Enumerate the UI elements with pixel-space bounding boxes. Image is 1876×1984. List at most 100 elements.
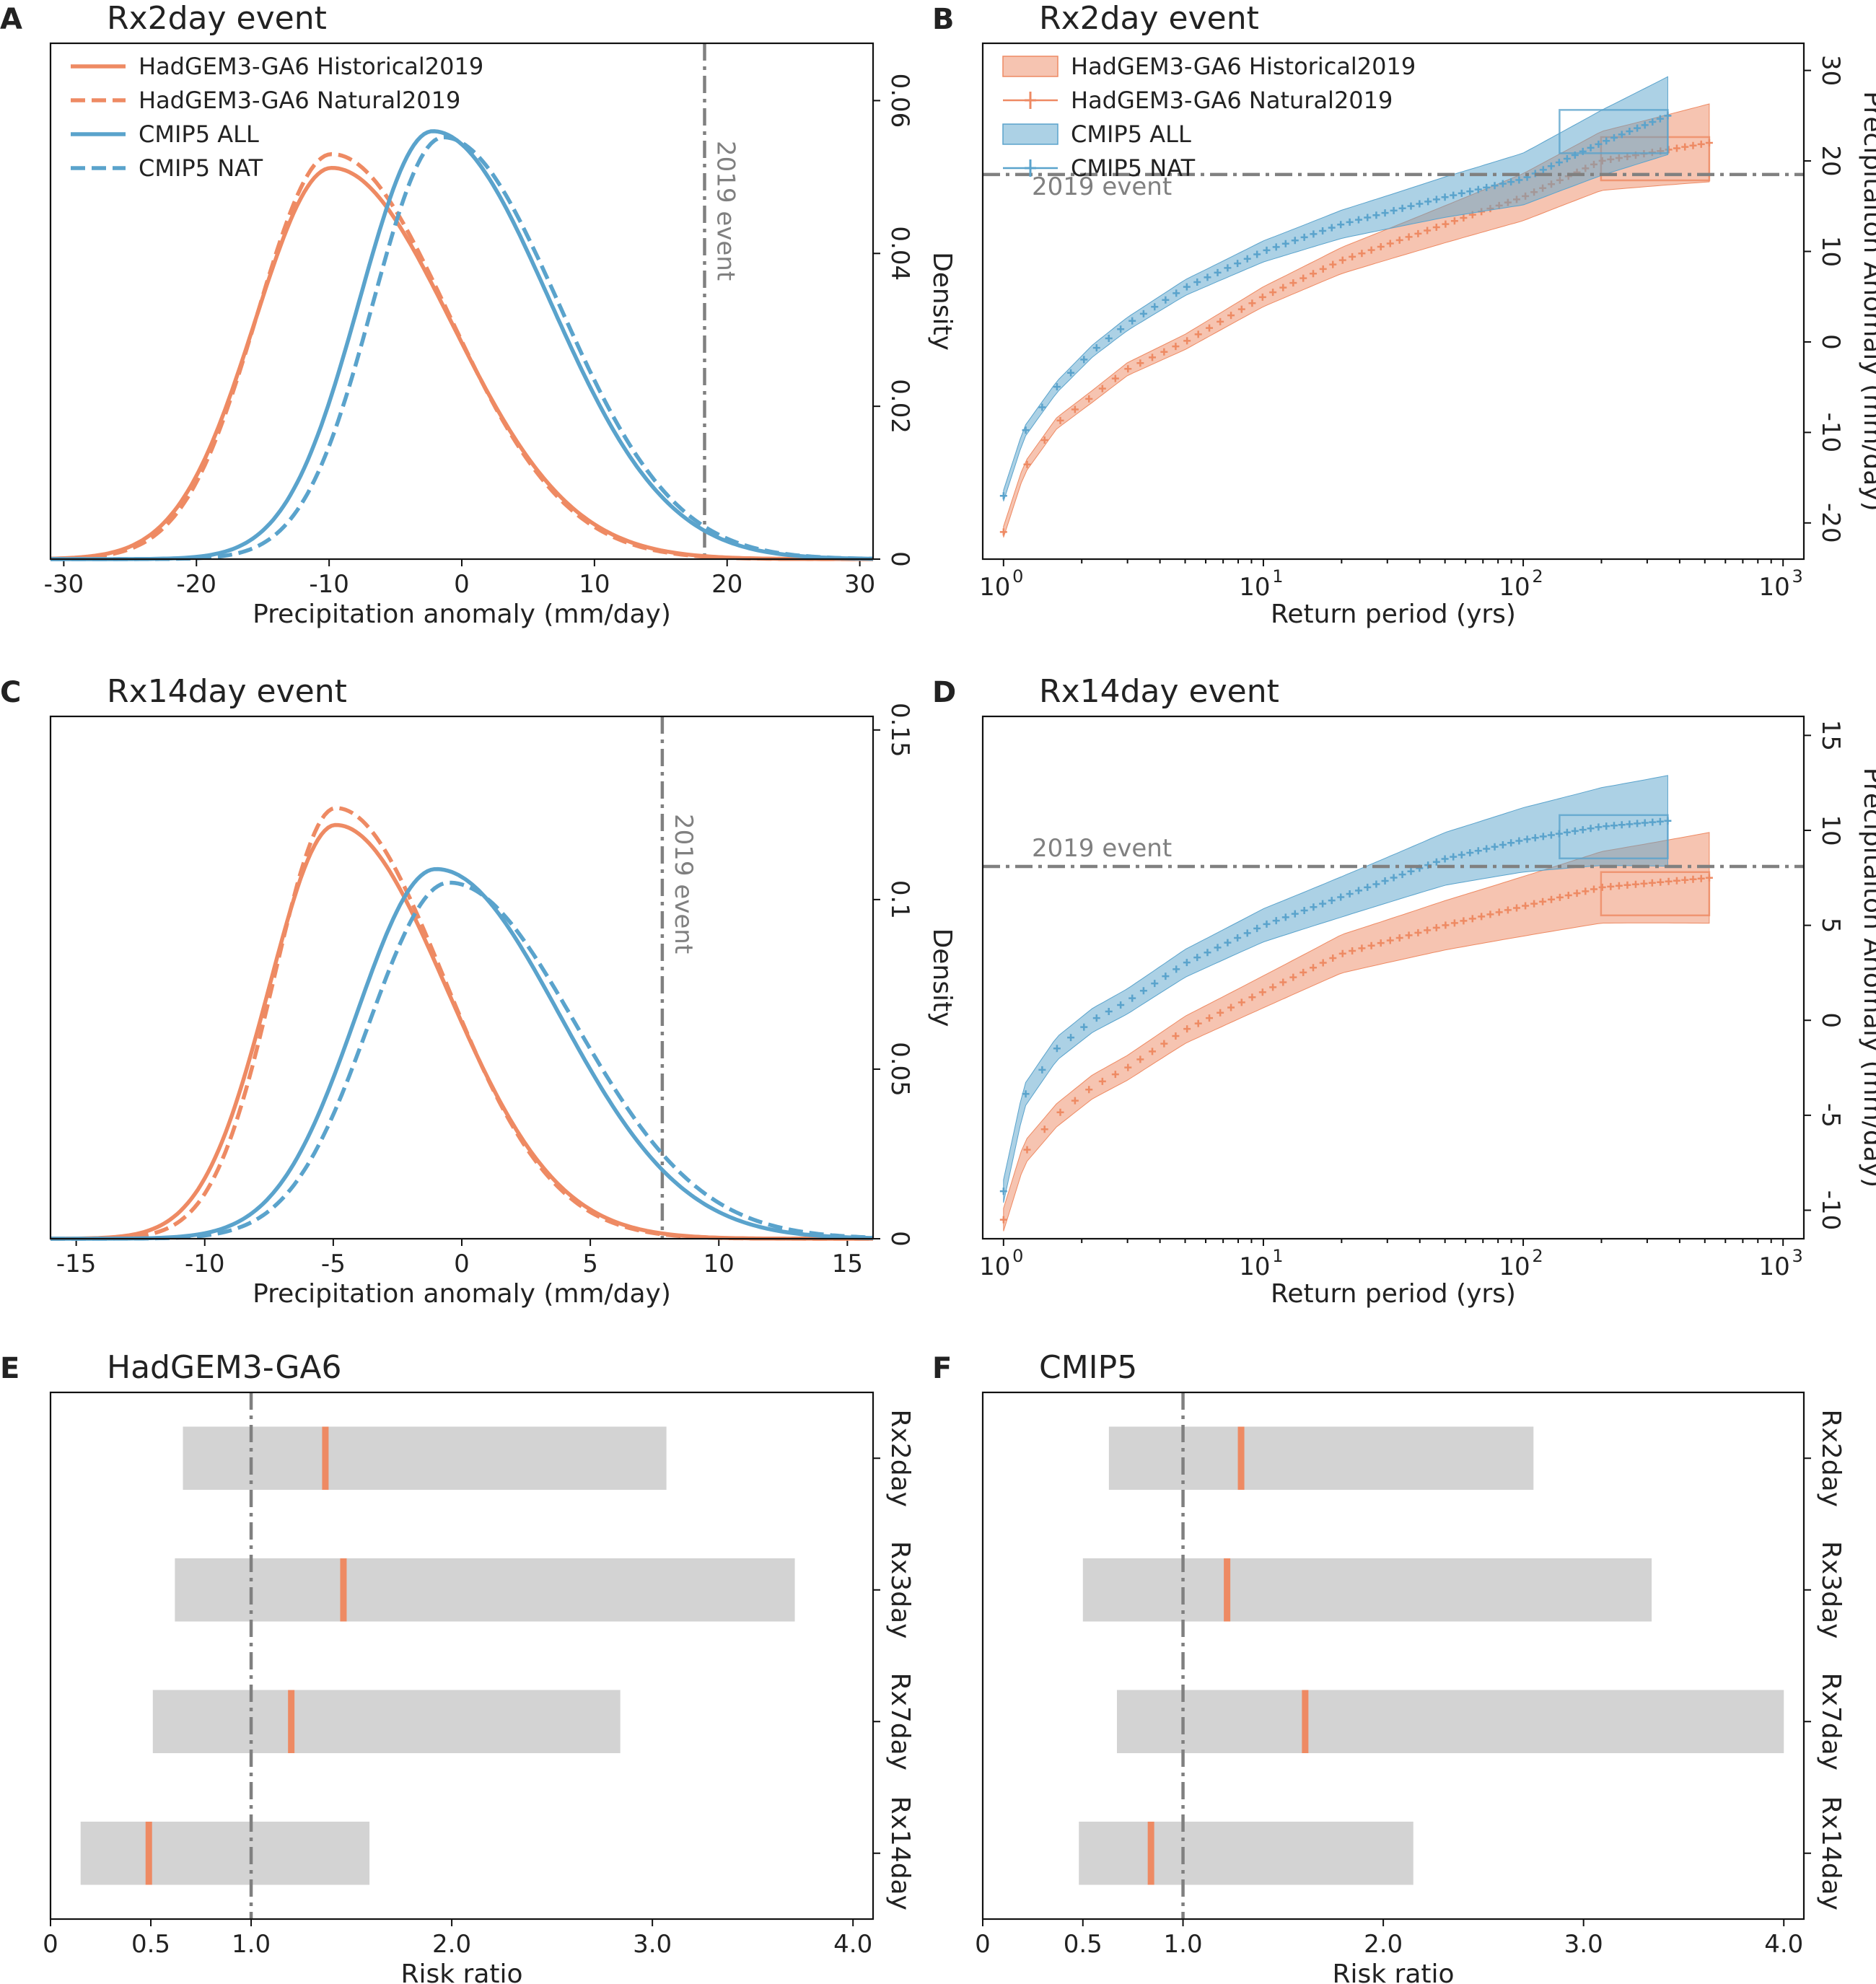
panel-f: F CMIP5 0 0.5 1.0 2.0 3.0 4.0 Risk ratio Rx2day Rx…: [932, 1349, 1846, 1984]
event-label: 2019 event: [1032, 172, 1172, 201]
legend-label: HadGEM3-GA6 Natural2019: [1071, 87, 1393, 114]
scatter-marker: [1513, 904, 1520, 912]
scatter-marker: [1395, 236, 1403, 244]
panel-label: C: [0, 676, 21, 709]
scatter-marker: [1424, 227, 1432, 234]
scatter-marker: [1398, 871, 1406, 879]
scatter-marker: [1136, 359, 1144, 367]
uncertainty-band-1: [1003, 76, 1668, 501]
y-tick-label: -10: [1816, 413, 1845, 453]
scatter-marker: [1329, 260, 1337, 268]
scatter-marker: [1564, 892, 1572, 900]
scatter-marker: [1117, 325, 1125, 333]
scatter-marker: [1386, 936, 1394, 944]
scatter-marker: [999, 1188, 1007, 1195]
scatter-marker: [1337, 221, 1345, 229]
scatter-marker: [999, 492, 1007, 500]
extreme-box: [1559, 814, 1669, 860]
scatter-marker: [1450, 217, 1458, 225]
y-tick-label: 10: [1816, 236, 1845, 267]
scatter-marker: [1587, 144, 1595, 152]
scatter-marker: [1038, 1066, 1046, 1074]
scatter-marker: [1414, 929, 1422, 936]
scatter-marker: [1111, 374, 1119, 382]
scatter-marker: [1337, 893, 1345, 901]
scatter-marker: [1442, 220, 1450, 228]
scatter-marker: [1040, 436, 1048, 444]
scatter-marker: [1491, 182, 1499, 190]
panel-title: Rx14day event: [1039, 673, 1279, 710]
x-axis-label: Return period (yrs): [1271, 600, 1516, 629]
x-tick-exponent: 3: [1792, 1246, 1803, 1266]
scatter-marker: [1346, 890, 1354, 897]
scatter-marker: [1372, 211, 1380, 219]
scatter-marker: [1124, 365, 1132, 373]
risk-range-bar-3: [1079, 1821, 1413, 1885]
density-curve-1: [50, 152, 873, 561]
scatter-marker: [1539, 166, 1547, 174]
scatter-marker: [1515, 176, 1523, 184]
scatter-marker: [1227, 1004, 1235, 1011]
scatter-marker: [1172, 1032, 1180, 1040]
x-tick-label: 2.0: [1364, 1930, 1403, 1959]
scatter-marker: [1183, 337, 1191, 345]
scatter-marker: [1390, 206, 1398, 214]
scatter-marker: [1623, 881, 1631, 889]
scatter-marker: [1299, 968, 1307, 976]
scatter-marker: [1092, 1014, 1100, 1022]
y-tick-label: -5: [1816, 1103, 1845, 1128]
scatter-marker: [1450, 853, 1458, 861]
scatter-marker: [1023, 1146, 1031, 1154]
scatter-marker: [1183, 283, 1191, 291]
scatter-marker: [1631, 880, 1639, 888]
scatter-marker: [1499, 840, 1507, 848]
scatter-marker: [1328, 224, 1336, 232]
scatter-marker: [1587, 825, 1595, 833]
x-axis-label: Precipitation anomaly (mm/day): [253, 1279, 671, 1309]
scatter-marker: [1067, 1034, 1075, 1042]
scatter-marker: [1056, 416, 1064, 424]
y-tick-label: 5: [1816, 918, 1845, 934]
scatter-marker: [1310, 903, 1318, 911]
category-label: Rx2day: [885, 1410, 915, 1507]
uncertainty-band-0: [1003, 832, 1710, 1232]
x-tick-label: -30: [44, 570, 84, 599]
scatter-marker: [1183, 959, 1191, 967]
scatter-marker: [1474, 185, 1482, 193]
scatter-marker: [1291, 910, 1299, 918]
panel-title: Rx2day event: [1039, 0, 1259, 37]
scatter-marker: [1281, 240, 1289, 247]
scatter-marker: [1023, 460, 1031, 468]
scatter-marker: [1424, 198, 1432, 206]
x-tick-label: 15: [832, 1250, 863, 1278]
plot-frame: [981, 715, 1805, 1240]
scatter-marker: [1474, 847, 1482, 855]
x-tick-label: -20: [176, 570, 216, 599]
scatter-marker: [1681, 143, 1689, 151]
scatter-marker: [1299, 274, 1307, 282]
scatter-marker: [1432, 923, 1440, 931]
scatter-marker: [1495, 908, 1503, 916]
scatter-marker: [1139, 987, 1147, 995]
x-tick-label: 10: [1239, 1252, 1270, 1281]
legend-swatch: [1002, 56, 1058, 77]
scatter-marker: [1432, 196, 1440, 203]
legend-swatch: [1002, 123, 1058, 145]
scatter-marker: [1641, 121, 1649, 129]
legend-label: HadGEM3-GA6 Natural2019: [139, 87, 460, 114]
scatter-marker: [1697, 140, 1705, 148]
scatter-marker: [1539, 897, 1547, 905]
scatter-marker: [1615, 882, 1623, 890]
scatter-marker: [1432, 858, 1440, 866]
scatter-marker: [1398, 204, 1406, 212]
scatter-marker: [1626, 820, 1634, 828]
x-tick-label: 10: [1759, 1252, 1790, 1281]
scatter-marker: [1111, 1071, 1119, 1079]
scatter-marker: [1595, 140, 1603, 148]
x-tick-label: 10: [1499, 573, 1530, 602]
scatter-marker: [1243, 929, 1251, 937]
scatter-marker: [1237, 998, 1245, 1006]
x-tick-label: 2.0: [432, 1930, 471, 1959]
scatter-marker: [1507, 178, 1515, 186]
panel-title: HadGEM3-GA6: [107, 1349, 342, 1386]
